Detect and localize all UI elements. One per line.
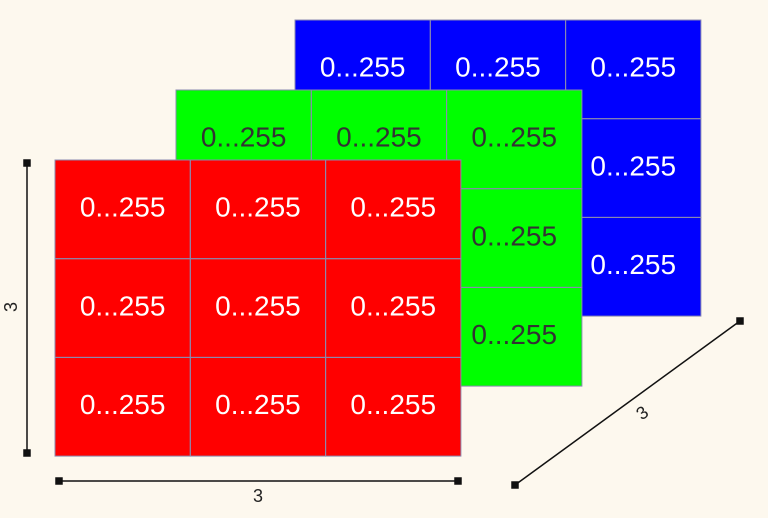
depth-dimension <box>511 317 744 489</box>
cell-value: 0...255 <box>590 150 676 181</box>
cell <box>325 356 462 457</box>
dimension-line <box>514 320 741 486</box>
cell-value: 0...255 <box>471 122 557 153</box>
cell-value: 0...255 <box>80 389 166 420</box>
layer-background <box>55 160 461 457</box>
layer: 0...255 0...255 0...255 0...255 0...255 0...2… <box>54 159 462 457</box>
cell-value: 0...255 <box>590 249 676 280</box>
cell-value: 0...255 <box>215 192 301 223</box>
cell-value: 0...255 <box>320 52 406 83</box>
cell-value: 0...255 <box>80 290 166 321</box>
cell-value: 0...255 <box>350 290 436 321</box>
dimension-end <box>454 477 462 485</box>
dimension-end <box>511 481 519 489</box>
dimension-end <box>23 449 31 457</box>
cell-value: 0...255 <box>201 122 287 153</box>
cell-value: 0...255 <box>471 319 557 350</box>
cell-value: 0...255 <box>455 52 541 83</box>
dimension-end <box>55 477 63 485</box>
height-label: 3 <box>1 302 21 312</box>
dimension-end <box>23 159 31 167</box>
cell-value: 0...255 <box>215 290 301 321</box>
cell-value: 0...255 <box>336 122 422 153</box>
cell-value: 0...255 <box>471 220 557 251</box>
cell-value: 0...255 <box>215 389 301 420</box>
height-dimension <box>23 159 31 457</box>
cell-value: 0...255 <box>80 192 166 223</box>
width-label: 3 <box>253 486 263 506</box>
cell-value: 0...255 <box>350 192 436 223</box>
layers: 0...255 0...255 0...255 0...255 0...255 0...2… <box>54 19 702 457</box>
cell-value: 0...255 <box>590 52 676 83</box>
dimension-end <box>736 317 744 325</box>
cell-value: 0...255 <box>350 389 436 420</box>
width-dimension <box>55 477 462 485</box>
